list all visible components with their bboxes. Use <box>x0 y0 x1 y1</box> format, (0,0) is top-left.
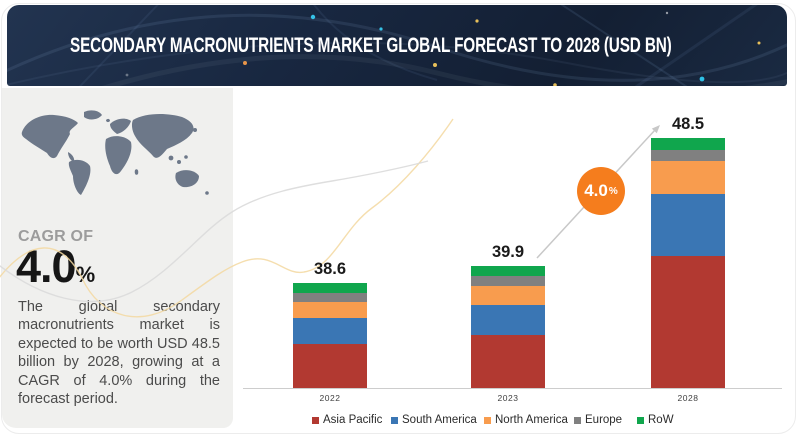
world-map-graphic <box>21 110 209 195</box>
header-band: SECONDARY MACRONUTRIENTS MARKET GLOBAL F… <box>7 5 787 86</box>
bar-segment-row <box>651 138 725 150</box>
page-title: SECONDARY MACRONUTRIENTS MARKET GLOBAL F… <box>70 33 672 57</box>
bar-total-label: 48.5 <box>671 115 705 133</box>
bar-2023 <box>471 266 545 388</box>
x-axis-label: 2028 <box>677 393 699 403</box>
bar-segment-south-america <box>293 318 367 344</box>
cagr-percent-sign: % <box>75 262 96 287</box>
legend-item-asia-pacific: Asia Pacific <box>312 414 382 426</box>
legend-swatch <box>637 416 644 424</box>
legend-label: South America <box>402 414 477 426</box>
cagr-badge-value: 4.0 <box>584 181 608 200</box>
market-summary-text: The global secondary macronutrients mark… <box>18 299 220 408</box>
legend-label: North America <box>495 414 568 426</box>
bar-segment-north-america <box>471 286 545 305</box>
bar-segment-row <box>293 283 367 293</box>
legend-label: Asia Pacific <box>323 414 383 426</box>
x-axis-line <box>243 388 782 389</box>
cagr-value: 4.0% <box>16 244 95 289</box>
bar-segment-europe <box>293 293 367 302</box>
bar-segment-europe <box>471 276 545 286</box>
header-network-pattern <box>7 5 787 86</box>
legend-item-row: RoW <box>637 414 674 426</box>
legend-swatch <box>574 416 581 424</box>
bar-segment-row <box>471 266 545 276</box>
legend-swatch <box>484 416 491 424</box>
sidebar: CAGR OF 4.0% The global secondary macron… <box>2 88 233 428</box>
legend-item-north-america: North America <box>484 414 568 426</box>
bar-segment-north-america <box>651 161 725 194</box>
bar-segment-south-america <box>471 305 545 335</box>
bar-segment-asia-pacific <box>293 344 367 388</box>
x-axis-label: 2023 <box>497 393 519 403</box>
cagr-number: 4.0 <box>16 241 77 292</box>
bar-2022 <box>293 283 367 388</box>
legend-label: RoW <box>648 414 674 426</box>
bar-segment-asia-pacific <box>651 256 725 388</box>
x-axis-label: 2022 <box>319 393 341 403</box>
legend-swatch <box>312 416 319 424</box>
legend-swatch <box>391 416 398 424</box>
bar-segment-europe <box>651 150 725 161</box>
bar-segment-south-america <box>651 194 725 256</box>
legend-item-south-america: South America <box>391 414 477 426</box>
legend-label: Europe <box>585 414 623 426</box>
bar-segment-asia-pacific <box>471 335 545 388</box>
bar-total-label: 39.9 <box>491 243 525 261</box>
world-map <box>14 108 222 208</box>
bar-2028 <box>651 138 725 388</box>
bar-segment-north-america <box>293 302 367 318</box>
cagr-badge: 4.0 % <box>577 167 625 215</box>
cagr-badge-unit: % <box>608 185 618 197</box>
bar-total-label: 38.6 <box>313 260 347 278</box>
legend-item-europe: Europe <box>574 414 622 426</box>
